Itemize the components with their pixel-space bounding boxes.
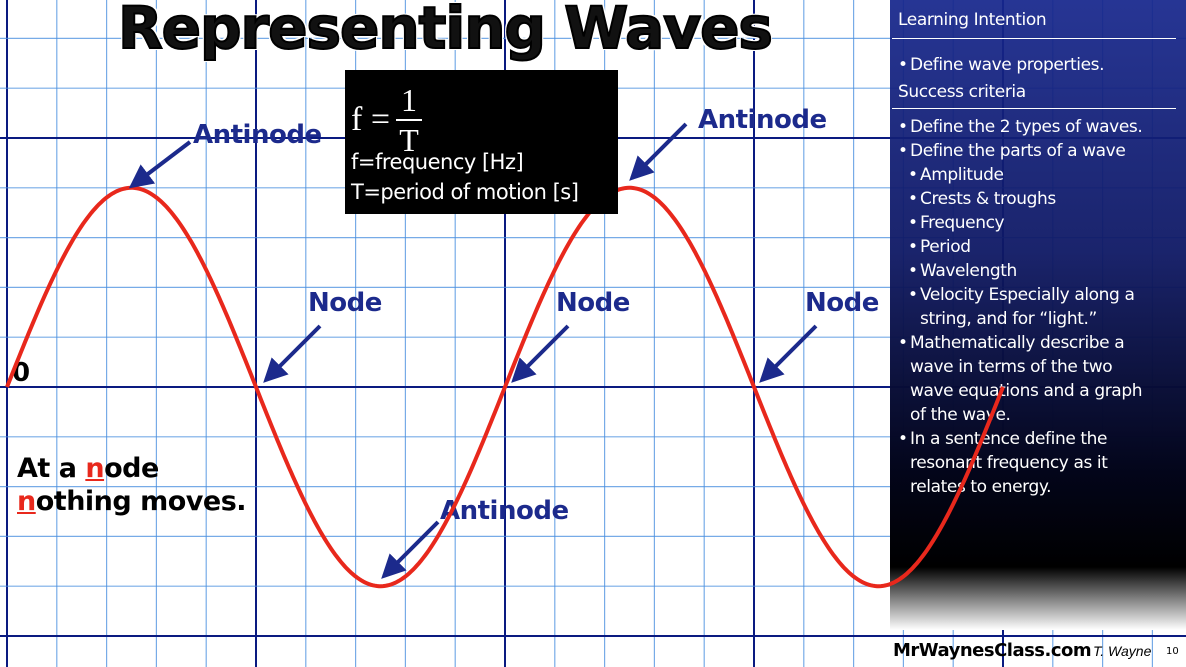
learning-list: • Define wave properties. <box>898 53 1180 77</box>
criteria-item: • Define the parts of a wave <box>898 139 1180 163</box>
divider <box>892 38 1176 39</box>
bullet-icon: • <box>898 333 908 353</box>
node-label: Node <box>805 288 879 318</box>
criteria-text: Velocity Especially along a <box>920 285 1135 305</box>
fraction-bar <box>396 119 422 121</box>
criteria-text: Period <box>920 237 971 257</box>
learning-panel: Learning Intention • Define wave properti… <box>890 0 1186 630</box>
success-list: • Define the 2 types of waves. • Define the… <box>898 115 1180 499</box>
bullet-icon: • <box>908 285 918 305</box>
node-label: Node <box>308 288 382 318</box>
criteria-item: • Velocity Especially along a string, and … <box>898 283 1180 331</box>
criteria-item: • Frequency <box>898 211 1180 235</box>
bullet-icon: • <box>908 261 918 281</box>
criteria-text-cont: wave in terms of the two <box>910 357 1113 377</box>
criteria-text: Mathematically describe a <box>910 333 1125 353</box>
formula-box: f = 1 T f=frequency [Hz] T=period of mot… <box>345 70 618 214</box>
note-highlight: n <box>17 486 36 517</box>
success-criteria-heading: Success criteria <box>898 82 1026 102</box>
bullet-icon: • <box>908 165 918 185</box>
criteria-text: Define the 2 types of waves. <box>910 117 1143 137</box>
bullet-icon: • <box>898 55 908 75</box>
criteria-text-cont: string, and for “light.” <box>920 309 1097 329</box>
note-text: ode <box>104 453 159 484</box>
antinode-label: Antinode <box>440 496 569 526</box>
fraction: 1 T <box>396 84 422 156</box>
node-label: Node <box>556 288 630 318</box>
antinode-label: Antinode <box>193 120 322 150</box>
bullet-icon: • <box>898 429 908 449</box>
criteria-text-cont: resonant frequency as it <box>910 453 1108 473</box>
note-text: othing moves. <box>35 486 247 517</box>
antinode-label: Antinode <box>698 105 827 135</box>
bullet-icon: • <box>908 189 918 209</box>
frequency-definition: f=frequency [Hz] <box>351 150 524 174</box>
node-note: At a node nothing moves. <box>17 452 247 518</box>
bullet-icon: • <box>908 213 918 233</box>
bullet-icon: • <box>898 141 908 161</box>
denominator: T <box>399 122 419 158</box>
zero-label: 0 <box>12 358 31 388</box>
criteria-item: • Define the 2 types of waves. <box>898 115 1180 139</box>
bullet-icon: • <box>898 117 908 137</box>
period-definition: T=period of motion [s] <box>351 180 579 204</box>
criteria-text: Crests & troughs <box>920 189 1056 209</box>
criteria-text: Amplitude <box>920 165 1004 185</box>
criteria-item: • Amplitude <box>898 163 1180 187</box>
criteria-text-cont: wave equations and a graph <box>910 381 1143 401</box>
learning-intention-heading: Learning Intention <box>898 10 1047 30</box>
criteria-text-cont: relates to energy. <box>910 477 1052 497</box>
equation-lhs: f = <box>351 101 390 138</box>
note-highlight: n <box>85 453 105 484</box>
criteria-text: Wavelength <box>920 261 1017 281</box>
criteria-text: In a sentence define the <box>910 429 1108 449</box>
footer-site: MrWaynesClass.com <box>893 640 1092 661</box>
footer-author: T. Wayne <box>1093 643 1152 659</box>
bullet-icon: • <box>908 237 918 257</box>
criteria-text: Frequency <box>920 213 1005 233</box>
numerator: 1 <box>401 82 417 118</box>
criteria-item: • In a sentence define the resonant freque… <box>898 427 1180 499</box>
criteria-item: • Mathematically describe a wave in terms … <box>898 331 1180 427</box>
criteria-text: Define the parts of a wave <box>910 141 1126 161</box>
frequency-equation: f = 1 T <box>351 84 422 156</box>
criteria-text-cont: of the wave. <box>910 405 1011 425</box>
criteria-item: • Wavelength <box>898 259 1180 283</box>
divider <box>892 108 1176 109</box>
criteria-item: • Period <box>898 235 1180 259</box>
criteria-text: Define wave properties. <box>910 55 1105 75</box>
note-text: At a <box>17 453 86 484</box>
slide-title: Representing Waves <box>117 0 774 63</box>
page-number: 10 <box>1166 646 1179 657</box>
criteria-item: • Define wave properties. <box>898 53 1180 77</box>
criteria-item: • Crests & troughs <box>898 187 1180 211</box>
